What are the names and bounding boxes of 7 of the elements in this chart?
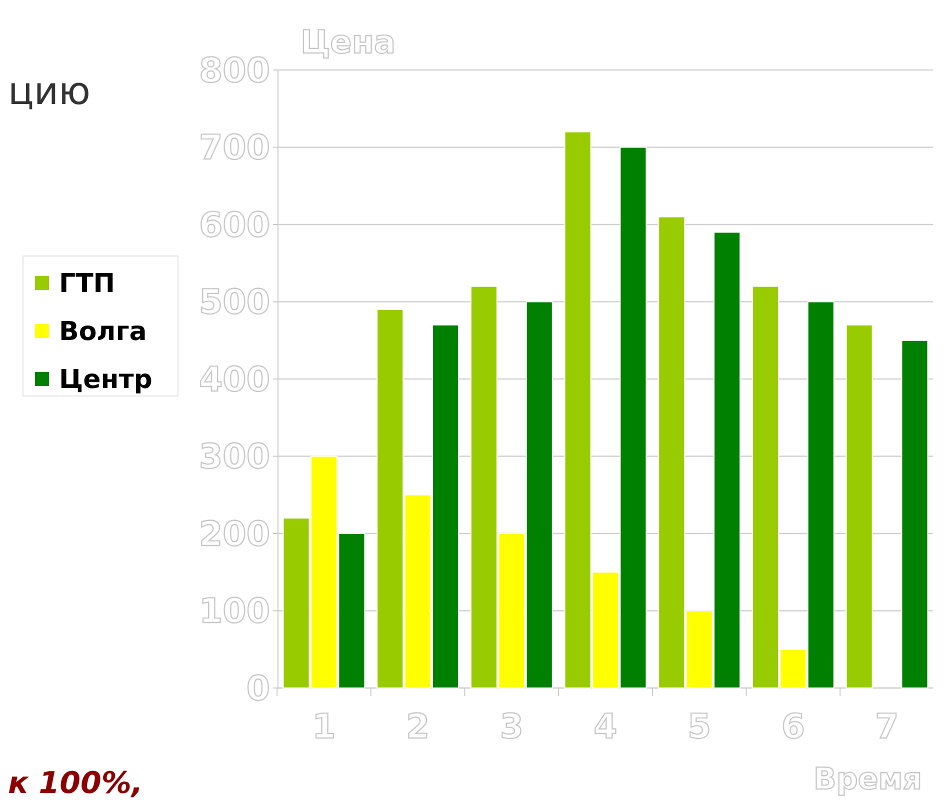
legend-label: Волга [59,317,147,348]
bar [901,340,928,688]
bar [846,324,873,688]
legend-label: ГТП [59,269,116,300]
legend-label: Центр [59,365,152,396]
text: к 100%, [8,766,143,801]
text: цию [8,69,91,113]
